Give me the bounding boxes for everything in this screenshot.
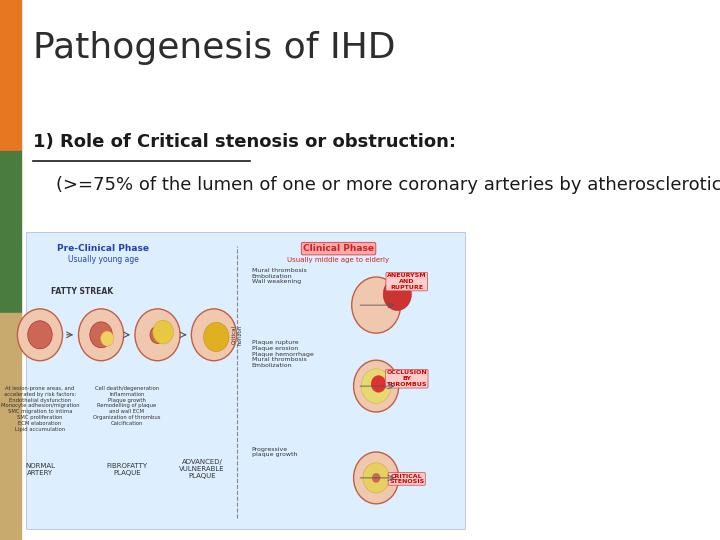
Text: 1) Role of Critical stenosis or obstruction:: 1) Role of Critical stenosis or obstruct… bbox=[33, 133, 456, 151]
Bar bbox=[0, 0, 21, 151]
FancyBboxPatch shape bbox=[26, 232, 466, 529]
Circle shape bbox=[371, 375, 386, 393]
Circle shape bbox=[135, 309, 180, 361]
Text: (>=75% of the lumen of one or more coronary arteries by atherosclerotic plaque).: (>=75% of the lumen of one or more coron… bbox=[33, 177, 720, 194]
Text: NORMAL
ARTERY: NORMAL ARTERY bbox=[25, 463, 55, 476]
Circle shape bbox=[361, 369, 391, 403]
Text: Mural thrombosis
Embolization
Wall weakening: Mural thrombosis Embolization Wall weake… bbox=[251, 268, 306, 285]
Bar bbox=[0, 151, 21, 313]
Circle shape bbox=[101, 331, 114, 346]
Text: FIBROFATTY
PLAQUE: FIBROFATTY PLAQUE bbox=[107, 463, 148, 476]
Text: Progressive
plaque growth: Progressive plaque growth bbox=[251, 447, 297, 457]
Circle shape bbox=[150, 326, 165, 343]
Text: Plaque rupture
Plaque erosion
Plaque hemorrhage
Mural thrombosis
Embolization: Plaque rupture Plaque erosion Plaque hem… bbox=[251, 340, 313, 368]
Text: At lesion-prone areas, and
accelerated by risk factors:
Endothelial dysfunction
: At lesion-prone areas, and accelerated b… bbox=[1, 386, 79, 431]
Circle shape bbox=[383, 278, 411, 310]
Text: Pre-Clinical Phase: Pre-Clinical Phase bbox=[58, 244, 150, 253]
Circle shape bbox=[204, 322, 229, 352]
Text: Usually young age: Usually young age bbox=[68, 255, 139, 264]
Circle shape bbox=[153, 320, 174, 344]
Circle shape bbox=[354, 452, 399, 504]
Text: ADVANCED/
VULNERABLE
PLAQUE: ADVANCED/ VULNERABLE PLAQUE bbox=[179, 459, 225, 479]
Text: Usually middle age to elderly: Usually middle age to elderly bbox=[287, 257, 390, 263]
Text: Cell death/degeneration
Inflammation
Plaque growth
Remodelling of plaque
and wal: Cell death/degeneration Inflammation Pla… bbox=[93, 386, 161, 426]
Circle shape bbox=[363, 463, 390, 493]
Text: ANEURYSM
AND
RUPTURE: ANEURYSM AND RUPTURE bbox=[387, 273, 426, 290]
Bar bbox=[0, 313, 21, 540]
Text: Critical
horizon: Critical horizon bbox=[232, 325, 243, 345]
Text: Pathogenesis of IHD: Pathogenesis of IHD bbox=[33, 31, 395, 65]
Text: CRITICAL
STENOSIS: CRITICAL STENOSIS bbox=[389, 474, 424, 484]
Circle shape bbox=[17, 309, 63, 361]
Circle shape bbox=[351, 277, 400, 333]
Circle shape bbox=[208, 326, 220, 339]
Text: Clinical Phase: Clinical Phase bbox=[303, 244, 374, 253]
Text: OCCLUSION
BY
THROMBUS: OCCLUSION BY THROMBUS bbox=[387, 370, 427, 387]
Circle shape bbox=[354, 360, 399, 412]
Circle shape bbox=[28, 321, 52, 349]
Circle shape bbox=[372, 473, 380, 483]
Circle shape bbox=[78, 309, 124, 361]
Circle shape bbox=[192, 309, 236, 361]
Circle shape bbox=[90, 322, 112, 348]
Text: FATTY STREAK: FATTY STREAK bbox=[51, 287, 113, 296]
